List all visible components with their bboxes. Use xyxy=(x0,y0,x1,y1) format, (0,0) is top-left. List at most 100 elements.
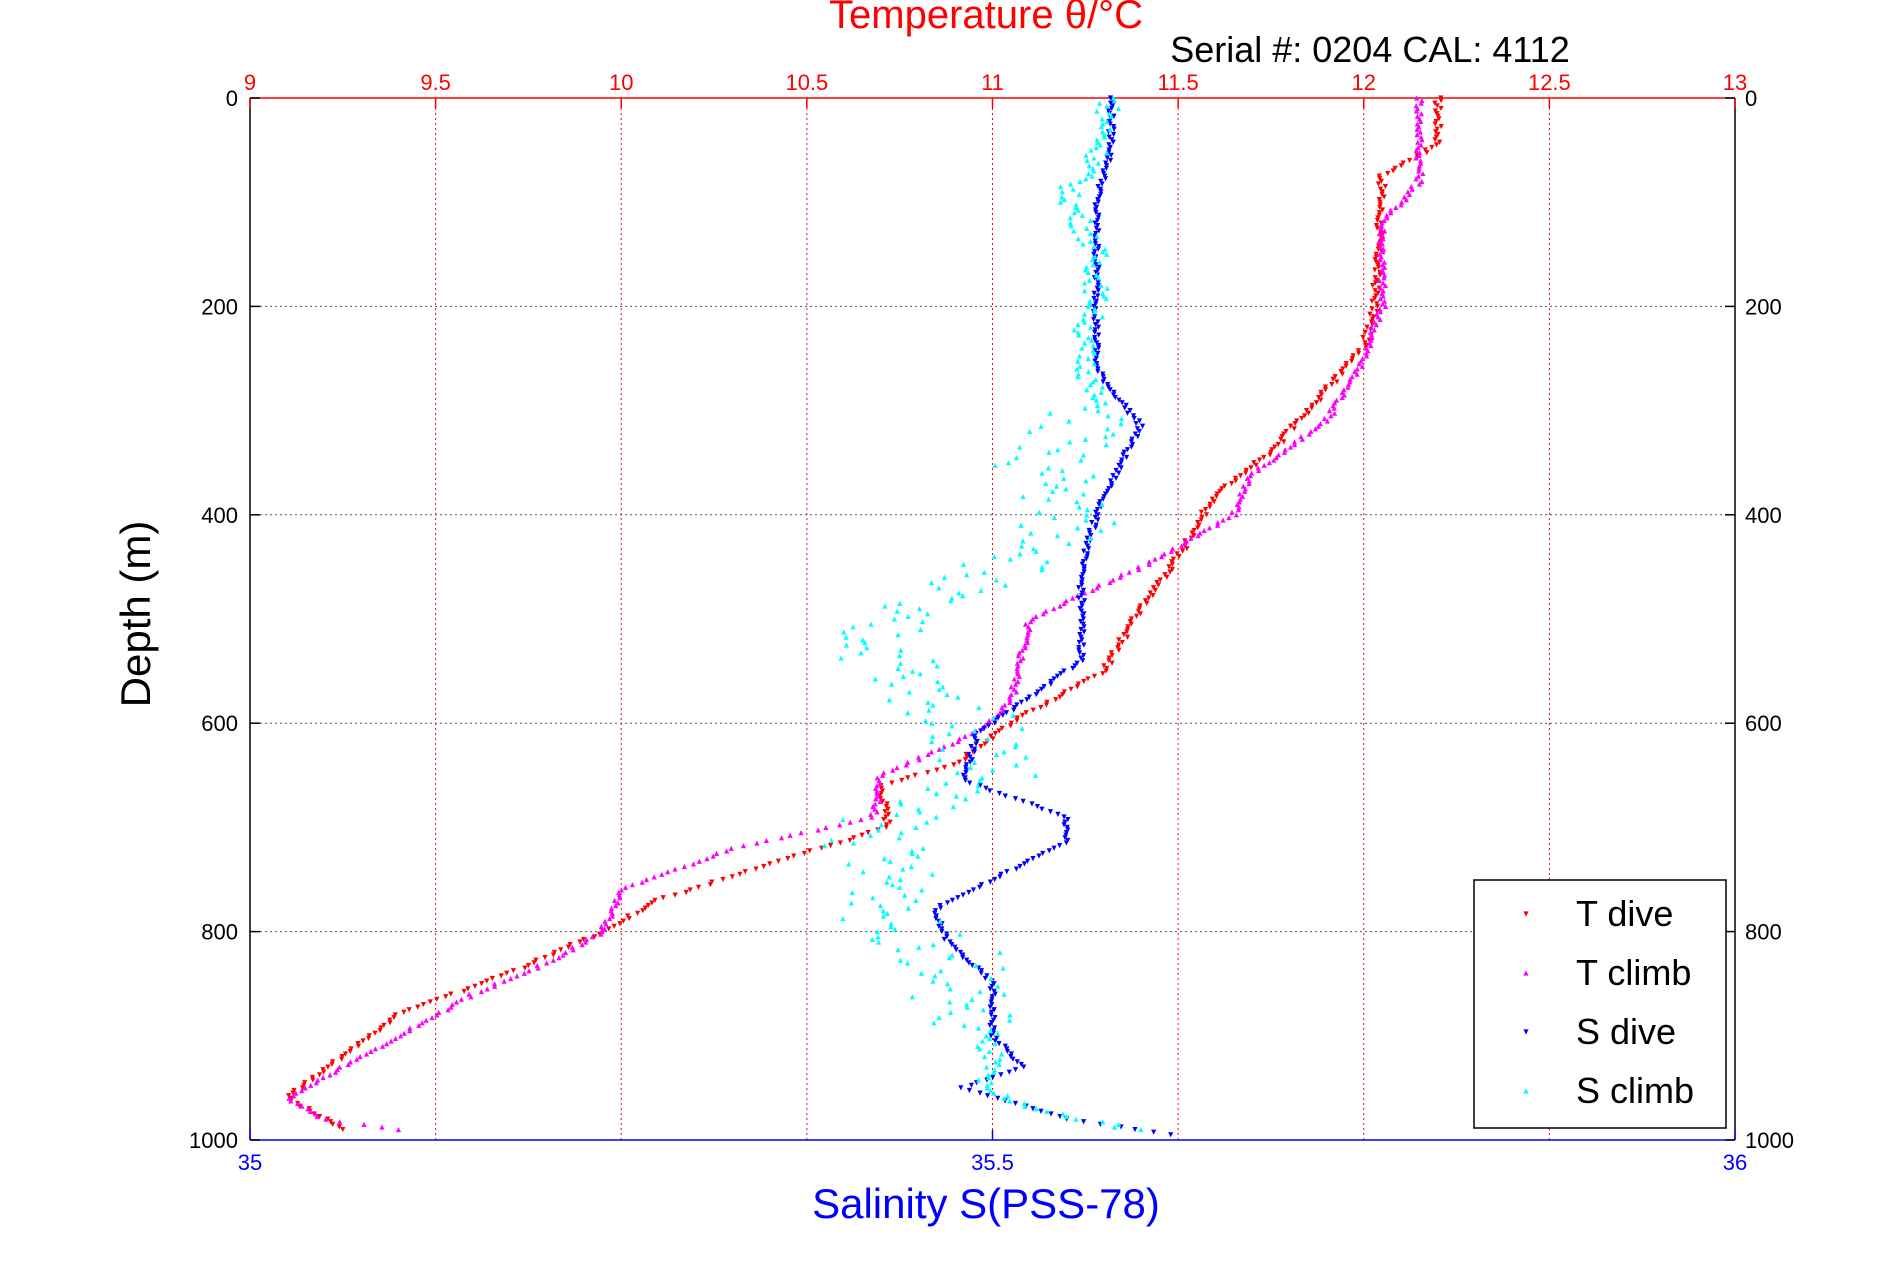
data-point xyxy=(348,1046,354,1052)
data-point xyxy=(1074,366,1080,372)
data-point xyxy=(1132,431,1138,437)
data-point xyxy=(1079,600,1085,606)
data-point xyxy=(1217,488,1223,494)
data-point xyxy=(880,798,886,804)
data-point xyxy=(1008,720,1014,726)
data-point xyxy=(316,1072,323,1078)
data-point xyxy=(1039,566,1045,573)
data-point xyxy=(1381,275,1387,281)
data-point xyxy=(672,866,678,872)
data-point xyxy=(1055,447,1061,453)
data-point xyxy=(1106,142,1112,148)
data-point xyxy=(1086,277,1093,283)
data-point xyxy=(1081,629,1087,635)
data-point xyxy=(1356,361,1362,367)
data-point xyxy=(973,741,979,747)
data-point xyxy=(1013,689,1020,695)
data-point xyxy=(1028,530,1034,536)
data-point xyxy=(933,814,939,820)
data-point xyxy=(963,770,969,776)
data-point xyxy=(1435,131,1441,138)
data-point xyxy=(919,887,925,893)
data-point xyxy=(1013,762,1019,768)
data-point xyxy=(1098,527,1104,534)
data-point xyxy=(1236,499,1243,505)
data-point xyxy=(1424,150,1430,156)
data-point xyxy=(1103,160,1109,166)
data-point xyxy=(953,947,959,953)
data-point xyxy=(1084,387,1090,393)
data-point xyxy=(310,1077,316,1083)
data-point xyxy=(1081,566,1087,573)
data-point xyxy=(870,895,876,901)
data-point xyxy=(1112,394,1118,401)
top-tick-label: 12 xyxy=(1352,70,1376,95)
data-point xyxy=(995,1095,1001,1101)
data-point xyxy=(944,931,950,937)
data-point xyxy=(1081,598,1088,604)
data-point xyxy=(1095,408,1101,414)
data-point xyxy=(1075,329,1081,336)
data-point xyxy=(890,767,896,773)
data-point xyxy=(926,707,932,713)
data-point xyxy=(1098,389,1104,395)
data-point xyxy=(1084,225,1090,231)
data-point xyxy=(1076,585,1082,591)
data-point xyxy=(936,686,942,692)
data-point xyxy=(330,1121,336,1127)
data-point xyxy=(1102,246,1108,252)
data-point xyxy=(1073,204,1079,211)
data-point xyxy=(1377,204,1383,211)
data-point xyxy=(1044,559,1050,565)
data-point xyxy=(1045,496,1052,502)
data-point xyxy=(1085,303,1091,309)
data-point xyxy=(1113,467,1119,474)
data-point xyxy=(1076,639,1082,646)
data-point xyxy=(1035,689,1041,695)
data-point xyxy=(961,1022,967,1028)
data-point xyxy=(342,1051,349,1057)
data-point xyxy=(955,738,961,745)
data-point xyxy=(1081,624,1087,630)
data-point xyxy=(884,910,890,916)
data-point xyxy=(1041,684,1047,690)
data-point xyxy=(1349,358,1355,364)
data-point xyxy=(1191,533,1197,539)
data-point xyxy=(962,777,969,784)
data-point xyxy=(1195,525,1201,531)
data-point xyxy=(879,788,886,794)
data-point xyxy=(1018,699,1024,705)
data-point xyxy=(1010,712,1016,718)
data-point xyxy=(629,882,636,888)
legend-label: S climb xyxy=(1576,1070,1694,1111)
data-point xyxy=(1416,152,1422,158)
data-point xyxy=(1414,126,1420,132)
data-point xyxy=(846,861,852,867)
data-point xyxy=(1079,579,1085,586)
data-point xyxy=(1024,637,1030,643)
data-point xyxy=(1111,126,1117,132)
data-point xyxy=(1382,183,1389,190)
data-point xyxy=(991,1069,997,1075)
data-point xyxy=(754,840,760,846)
data-point xyxy=(973,962,979,969)
data-point xyxy=(879,772,886,778)
data-point xyxy=(550,957,556,963)
data-point xyxy=(1061,689,1067,695)
data-point xyxy=(905,775,911,781)
data-point xyxy=(361,1121,367,1127)
data-point xyxy=(360,1038,366,1044)
data-point xyxy=(1003,710,1010,716)
data-point xyxy=(302,1080,308,1086)
data-point xyxy=(1068,686,1074,692)
data-point xyxy=(626,915,632,922)
data-point xyxy=(1104,118,1110,125)
data-point xyxy=(1096,259,1103,265)
data-point xyxy=(887,819,893,825)
data-point xyxy=(291,1093,297,1099)
data-point xyxy=(982,741,988,747)
data-point xyxy=(1070,186,1076,192)
data-point xyxy=(1113,475,1119,481)
data-point xyxy=(1076,332,1082,338)
data-point xyxy=(1090,394,1096,401)
